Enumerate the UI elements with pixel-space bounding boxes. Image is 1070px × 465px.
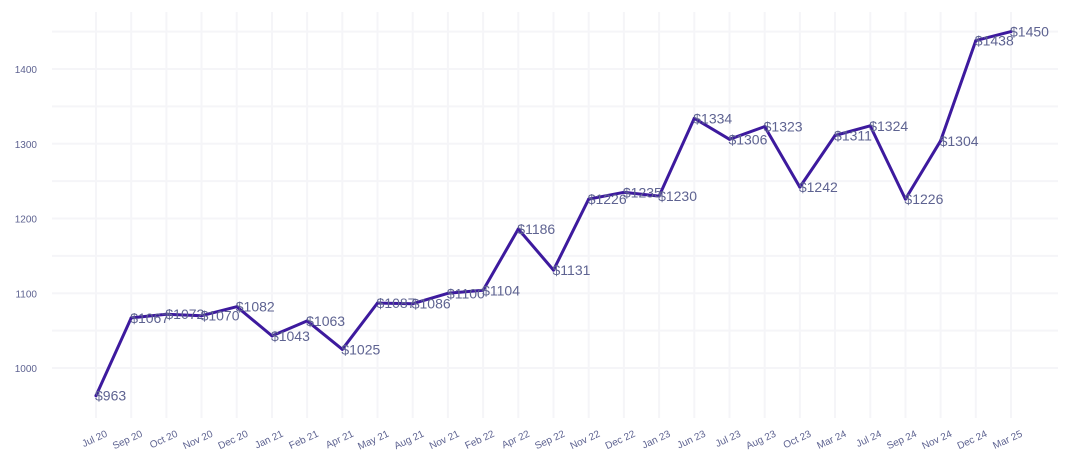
data-label: $1072 xyxy=(165,306,204,322)
y-axis: 1000 1100 1200 1300 1400 xyxy=(15,65,38,375)
x-tick-label: Dec 20 xyxy=(217,429,251,453)
x-tick-label: Dec 24 xyxy=(956,429,990,453)
data-point xyxy=(763,125,767,129)
data-label: $1086 xyxy=(412,296,451,312)
data-point xyxy=(833,134,837,138)
data-label: $1226 xyxy=(904,191,943,207)
data-point xyxy=(200,314,204,318)
data-label: $1063 xyxy=(306,313,345,329)
x-tick-label: Dec 22 xyxy=(604,429,638,453)
x-tick-label: May 21 xyxy=(356,429,391,453)
x-tick-label: Feb 21 xyxy=(288,429,321,452)
data-point xyxy=(798,185,802,189)
data-label: $1226 xyxy=(588,191,627,207)
data-point xyxy=(516,227,520,231)
data-label: $963 xyxy=(95,388,126,404)
x-tick-label: Jul 20 xyxy=(80,429,109,450)
data-label: $1304 xyxy=(940,133,979,149)
x-tick-label: Aug 23 xyxy=(745,429,779,453)
x-tick-label: Jul 24 xyxy=(855,429,884,450)
y-tick-label: 1300 xyxy=(15,140,38,151)
data-point xyxy=(94,394,98,398)
y-tick-label: 1200 xyxy=(15,215,38,226)
y-tick-label: 1400 xyxy=(15,65,38,76)
x-tick-label: Sep 20 xyxy=(111,429,145,453)
x-tick-label: Nov 24 xyxy=(921,429,955,453)
data-point xyxy=(305,319,309,323)
data-point xyxy=(622,190,626,194)
data-label: $1043 xyxy=(271,328,310,344)
y-tick-label: 1100 xyxy=(15,289,37,300)
y-tick-label: 1000 xyxy=(15,364,38,375)
data-label: $1323 xyxy=(764,119,803,135)
data-point xyxy=(129,316,133,320)
x-tick-label: Apr 21 xyxy=(324,429,356,452)
x-tick-label: Oct 23 xyxy=(782,429,814,452)
x-tick-label: Jan 23 xyxy=(640,429,672,452)
x-tick-label: Apr 22 xyxy=(500,429,532,452)
data-point xyxy=(340,347,344,351)
data-label: $1450 xyxy=(1010,24,1049,40)
data-label: $1100 xyxy=(447,285,485,301)
data-point xyxy=(552,268,555,272)
data-point xyxy=(868,124,872,128)
data-point xyxy=(974,39,978,43)
data-label: $1324 xyxy=(869,118,908,134)
data-point xyxy=(657,194,661,198)
x-tick-label: Mar 25 xyxy=(991,429,1024,452)
data-label: $1438 xyxy=(975,33,1014,49)
data-point xyxy=(727,137,731,141)
data-point xyxy=(587,197,591,201)
data-point xyxy=(446,291,450,295)
x-tick-label: Nov 22 xyxy=(569,429,603,453)
data-label: $1334 xyxy=(693,110,732,126)
x-tick-label: Mar 24 xyxy=(815,429,848,452)
data-label: $1242 xyxy=(799,179,838,195)
x-tick-label: Jan 21 xyxy=(253,429,285,452)
data-label: $1025 xyxy=(341,341,380,357)
data-label: $1306 xyxy=(728,131,767,147)
series-group xyxy=(94,30,1013,398)
x-tick-label: Feb 22 xyxy=(464,429,497,452)
x-tick-label: Aug 21 xyxy=(393,429,427,453)
data-point xyxy=(939,139,943,143)
data-point xyxy=(903,197,907,201)
data-label: $1067 xyxy=(130,310,169,326)
data-label: $1131 xyxy=(553,262,591,278)
x-tick-label: Sep 22 xyxy=(533,429,567,453)
data-point xyxy=(164,312,168,316)
grid xyxy=(52,12,1058,418)
data-point xyxy=(692,116,696,120)
x-axis: Jul 20 Sep 20 Oct 20 Nov 20 Dec 20 Jan 21 Feb … xyxy=(80,429,1024,453)
x-tick-label: Jul 23 xyxy=(714,429,743,450)
data-point xyxy=(411,302,415,306)
data-label: $1311 xyxy=(834,128,872,144)
x-tick-label: Sep 24 xyxy=(885,429,919,453)
data-labels: $963 $1067$1072$1070$1082 $1043$1063 $1025 $… xyxy=(95,24,1049,404)
data-point xyxy=(270,334,274,338)
data-label: $1082 xyxy=(236,299,275,315)
data-label: $1230 xyxy=(658,188,697,204)
data-point xyxy=(235,305,239,309)
data-point xyxy=(1009,30,1013,34)
x-tick-label: Nov 21 xyxy=(428,429,462,453)
data-label: $1087 xyxy=(377,295,416,311)
x-tick-label: Jun 23 xyxy=(676,429,708,452)
data-label: $1235 xyxy=(623,184,662,200)
x-tick-label: Nov 20 xyxy=(181,429,215,453)
data-label: $1186 xyxy=(517,221,555,237)
data-point xyxy=(481,288,485,292)
data-label: $1070 xyxy=(201,308,240,324)
data-label: $1104 xyxy=(482,282,520,298)
x-tick-label: Oct 20 xyxy=(148,429,180,452)
data-point xyxy=(376,301,380,305)
